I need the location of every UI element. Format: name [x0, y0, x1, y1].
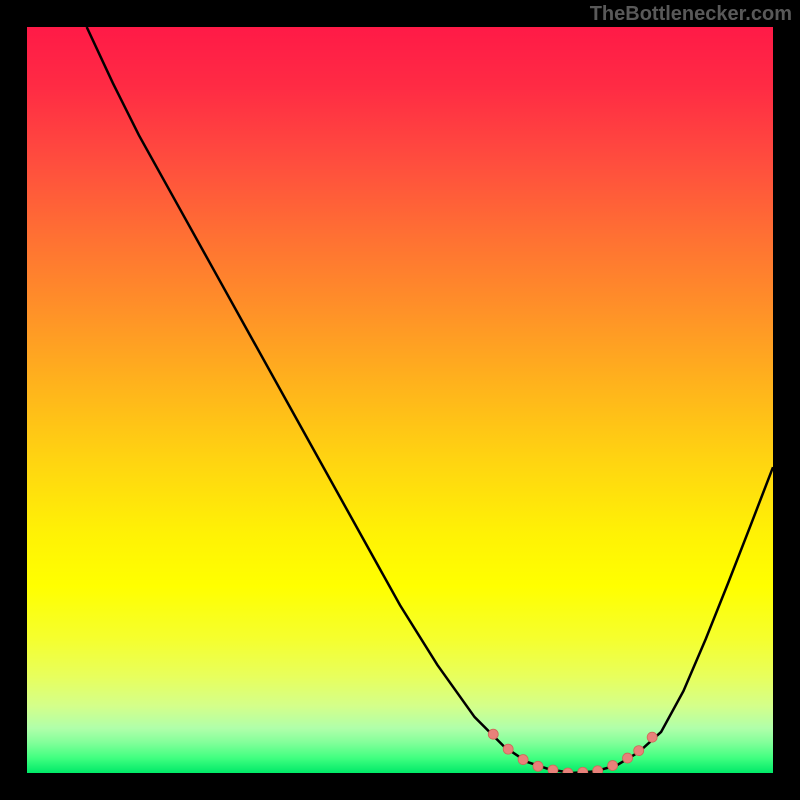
marker-dot	[608, 761, 618, 771]
marker-dot	[593, 766, 603, 773]
curve-layer	[27, 27, 773, 773]
marker-dot	[533, 761, 543, 771]
marker-dot	[578, 767, 588, 773]
watermark-text: TheBottlenecker.com	[590, 3, 792, 26]
marker-dot	[634, 746, 644, 756]
marker-dot	[623, 753, 633, 763]
marker-dot	[647, 732, 657, 742]
chart-container	[27, 27, 773, 773]
bottleneck-curve	[87, 27, 773, 773]
marker-dot	[518, 755, 528, 765]
marker-dot	[503, 744, 513, 754]
marker-dot	[488, 729, 498, 739]
marker-points	[488, 729, 657, 773]
marker-dot	[548, 765, 558, 773]
marker-dot	[563, 768, 573, 773]
